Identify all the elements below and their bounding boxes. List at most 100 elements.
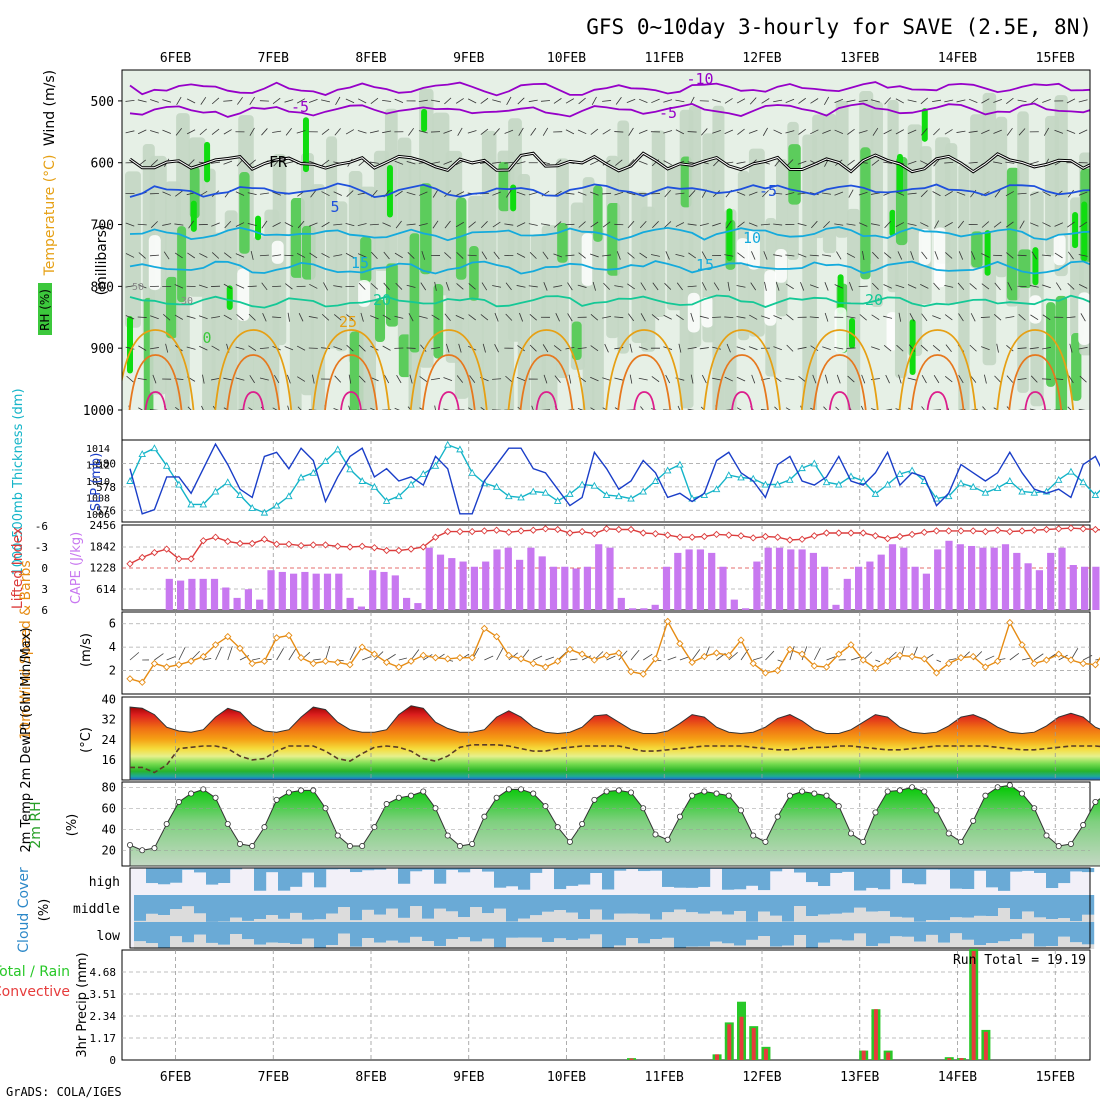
wind-barb [252,657,261,661]
isotherm-line [129,294,1090,309]
wind-barb [138,345,147,351]
rh2m-point [261,824,268,831]
wind-barb [565,254,575,257]
wind-barb [198,284,208,289]
wind-barb [1067,282,1075,290]
wind-barb [785,283,794,290]
rh2m-point [652,831,659,838]
cloud-frame-border [129,867,1091,949]
wind-barb [834,223,844,226]
wind-barb [248,159,256,166]
wind-barb [505,282,512,291]
wind-barb [813,647,821,661]
rh-moderate-cell [617,120,630,354]
temperature-side-label: Temperature (°C) [42,155,58,277]
rh-moderate-cell [812,114,825,239]
wind-barb [932,315,941,320]
wind-tick-label: 4 [109,640,116,654]
cloud-low-bar [458,922,471,938]
wind-barb [506,96,512,106]
cloud-low-bar [986,922,999,944]
wind-barb [1006,406,1011,410]
rh-humid-cell [607,203,621,276]
wind-barb [932,99,942,103]
wind-barb [125,99,135,102]
lifted-index-point [187,555,195,563]
wind-barb [993,314,1002,321]
precip-convective-bar [751,1028,756,1060]
wind-barb [920,97,928,105]
wind-barb [1058,654,1068,661]
cloud-middle-bar [950,895,963,918]
rh-moderate-cell [556,158,569,378]
cloud-middle-bar [398,895,411,918]
cape-bar [572,568,580,610]
wind-barb [1005,316,1015,319]
wind-barb [798,128,806,135]
cloud-middle-gap [650,919,663,922]
wind-speed-point [346,661,354,669]
wind-speed-point [688,658,696,667]
thickness-point [822,478,831,486]
wind-barb [737,252,745,259]
cloud-middle-bar [314,895,327,920]
cloud-low-bar [926,922,939,935]
wind-barb [272,222,281,227]
wind-barb [211,316,221,319]
cloud-middle-bar [758,895,771,912]
wind-barb [1066,98,1076,104]
wind-barb [774,406,779,410]
cloud-middle-bar [338,895,351,908]
wind-barb [383,282,390,291]
wind-speed-point [945,659,953,668]
wind-barb [614,285,624,288]
rh-moderate-cell [310,184,325,410]
cape-bar [470,566,478,610]
rh-moderate-cell [945,143,958,305]
cloud-middle-gap [734,910,747,922]
wind-barb [296,252,306,258]
wind-barb [957,220,965,229]
wind-barb [224,220,232,229]
wind-barb [786,314,794,321]
wind-barb [125,315,135,320]
wind-speed-point [884,657,892,665]
cloud-high-bar [266,868,279,873]
cape-bar [380,571,388,610]
cloud-middle-gap [902,917,915,922]
wind-barb [418,315,428,319]
wind-barb [248,313,256,321]
lifted-index-point [945,527,953,535]
isotherm-dome-30 [128,354,183,410]
lifted-index-point [419,543,427,551]
wind-barb [981,346,990,351]
cloud-high-bar [1082,868,1095,873]
cloud-low-gap [482,938,495,949]
wind-barb [480,97,489,104]
slp-tick-label: 1008 [86,493,110,504]
cape-bar [1013,552,1021,610]
cloud-middle-bar [578,895,591,920]
cloud-middle-bar [686,895,699,913]
cloud-middle-bar [770,895,783,916]
wind-speed-point [419,651,427,659]
precip-tick-label: 2.34 [90,1010,117,1023]
wind-barb [577,347,587,350]
wind-barb [895,129,904,135]
cape-bar [821,566,829,610]
bottom-date-label: 7FEB [258,1070,289,1085]
wind-barb [125,285,135,288]
wind-barb [369,161,379,164]
wind-speed-point [285,631,293,640]
cloud-low-bar [746,922,759,940]
wind-barb [958,375,964,384]
wind-barb [1092,284,1099,290]
wind-barb [529,344,537,352]
cloud-high-bar [986,868,999,888]
thickness-point [676,460,684,468]
wind-barb [786,344,794,352]
wind-barb [542,127,549,136]
precip-convective-bar [983,1031,988,1060]
